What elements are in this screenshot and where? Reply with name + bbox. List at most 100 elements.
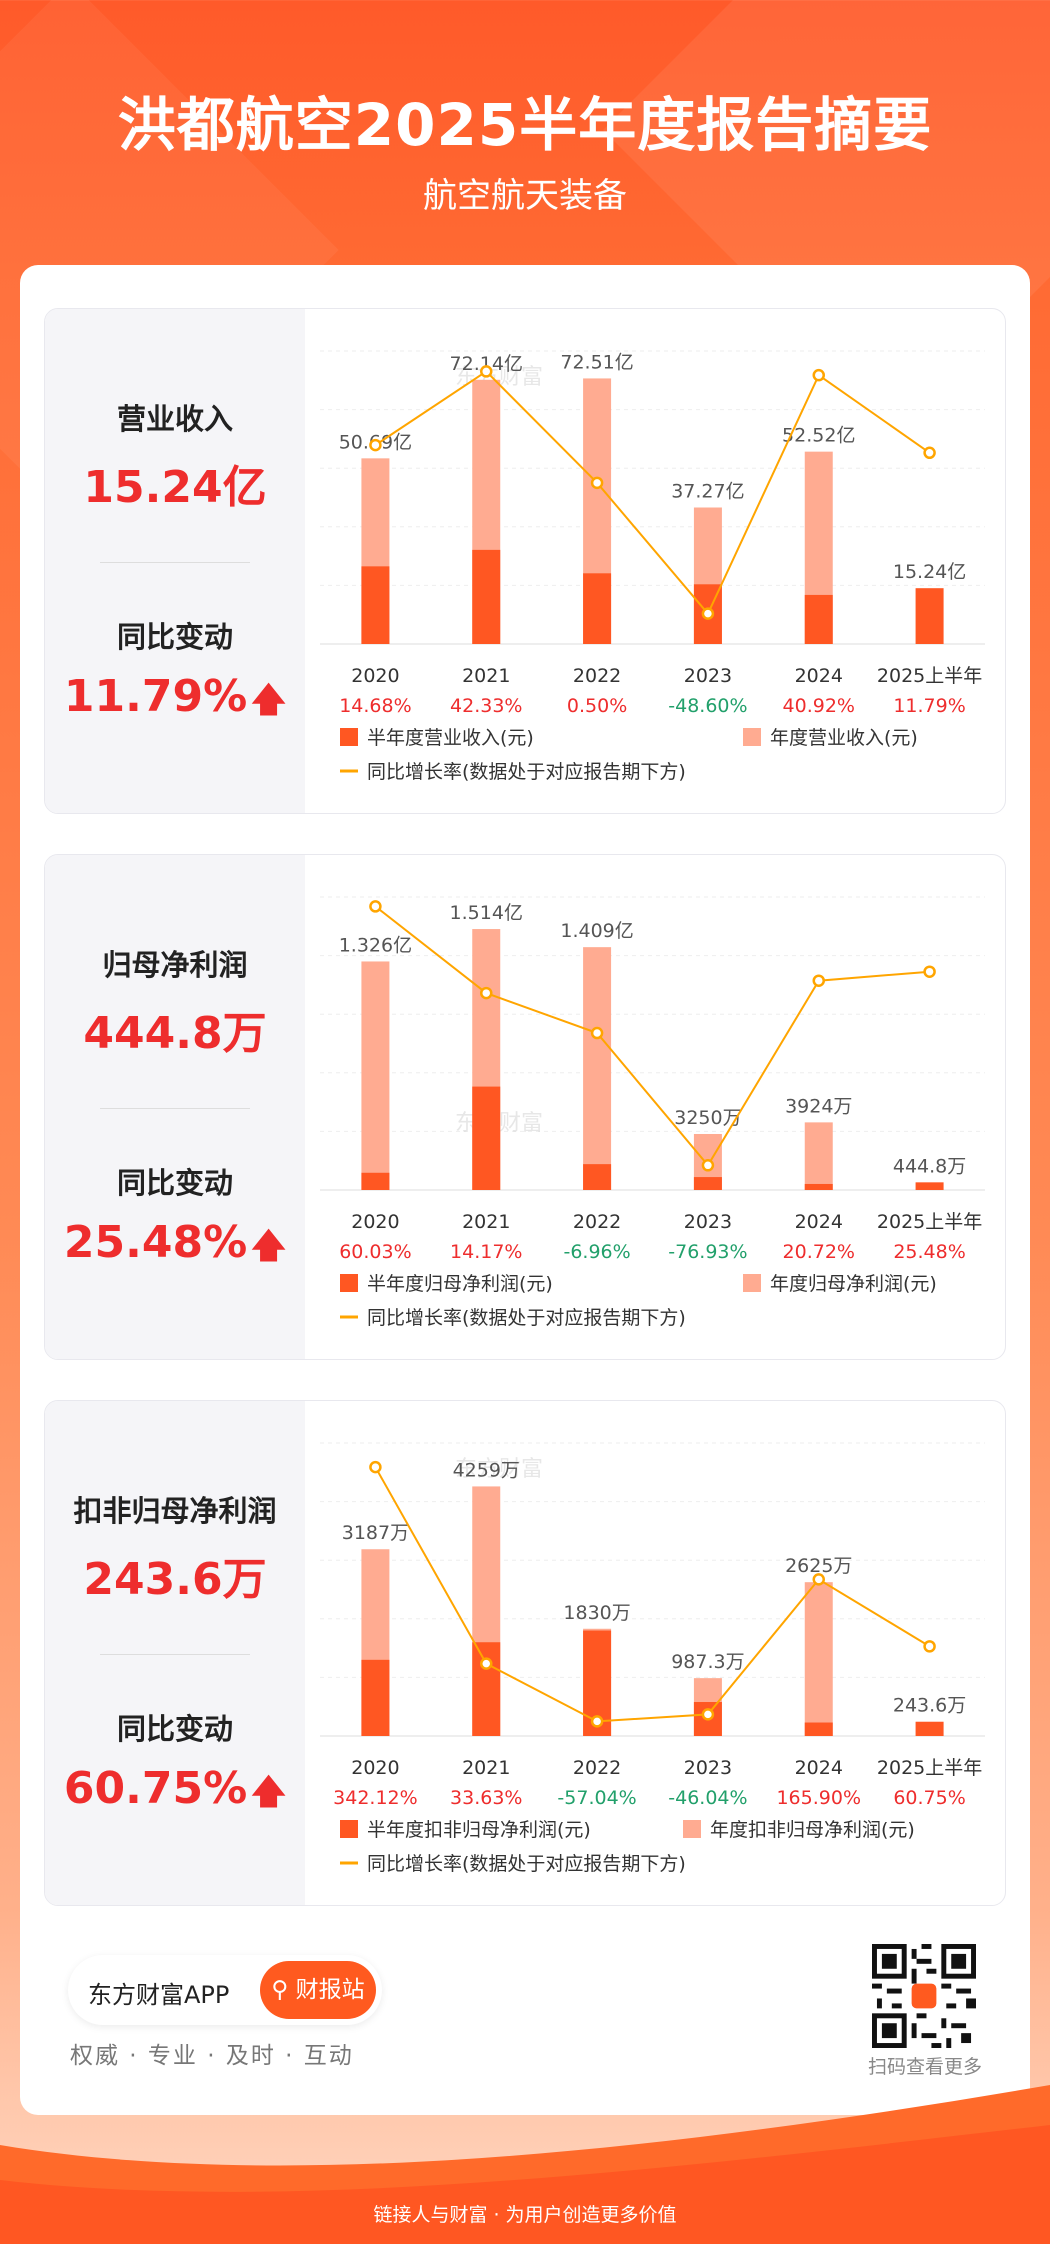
metric-value: 444.8万 xyxy=(83,1008,267,1059)
half-year-bar xyxy=(915,1721,944,1736)
change-label: 同比变动 xyxy=(116,620,233,654)
growth-rate-label: -46.04% xyxy=(668,1787,747,1809)
arrow-up-icon: 🡅 xyxy=(251,680,287,720)
bar-value-label: 243.6万 xyxy=(893,1695,966,1717)
bar-value-label: 4259万 xyxy=(453,1459,520,1481)
bar-value-label: 3250万 xyxy=(674,1107,741,1129)
arrow-up-icon: 🡅 xyxy=(251,1772,287,1812)
change-label: 同比变动 xyxy=(116,1166,233,1200)
bottom-wave xyxy=(0,2085,1050,2244)
x-tick-label: 2022 xyxy=(573,665,621,687)
growth-rate-label: -6.96% xyxy=(563,1241,630,1263)
change-label: 同比变动 xyxy=(116,1712,233,1746)
legend-half-swatch xyxy=(340,1274,358,1292)
x-tick-label: 2023 xyxy=(684,1757,732,1779)
header: 洪都航空2025半年度报告摘要 航空航天装备 xyxy=(0,0,1050,519)
bar-value-label: 2625万 xyxy=(785,1555,852,1577)
legend-annual-swatch xyxy=(683,1820,701,1838)
growth-point xyxy=(923,446,936,460)
growth-point xyxy=(590,1026,604,1040)
growth-rate-label: -76.93% xyxy=(668,1241,747,1263)
growth-point xyxy=(369,1460,382,1474)
growth-rate-label: 165.90% xyxy=(776,1787,861,1809)
bar-value-label: 1.514亿 xyxy=(450,902,523,924)
x-tick-label: 2021 xyxy=(462,1211,510,1233)
change-value: 11.79% xyxy=(63,671,248,722)
growth-rate-label: 14.17% xyxy=(450,1241,522,1263)
growth-line xyxy=(374,370,931,616)
half-year-bar xyxy=(693,1177,722,1190)
annual-bar xyxy=(804,1122,833,1190)
revenue-chart: 东方财富50.69亿202014.68%72.14亿202142.33%72.5… xyxy=(320,350,985,783)
app-name: 东方财富APP xyxy=(88,1981,230,2009)
qr-code-icon[interactable] xyxy=(872,1944,976,2048)
growth-line xyxy=(374,905,930,1168)
revenue-panel: 营业收入 15.24亿 同比变动 11.79%🡅 东方财富50.69亿20201… xyxy=(44,308,1006,814)
half-year-bar xyxy=(361,1172,390,1190)
legend-half-swatch xyxy=(340,728,358,746)
growth-point xyxy=(923,965,936,978)
legend-annual-label: 年度营业收入(元) xyxy=(770,727,918,749)
x-tick-label: 2025上半年 xyxy=(877,665,982,687)
growth-point xyxy=(480,365,493,378)
slogan: 权威 · 专业 · 及时 · 互动 xyxy=(70,2043,354,2069)
growth-rate-label: -57.04% xyxy=(557,1787,636,1809)
x-tick-label: 2021 xyxy=(462,1757,510,1779)
metric-column: 扣非归母净利润 243.6万 同比变动 60.75% 🡅 xyxy=(45,1401,305,1905)
button-label: 财报站 xyxy=(295,1977,365,2003)
half-year-bar xyxy=(361,1659,390,1736)
change-value-wrap: 60.75% 🡅 xyxy=(45,1763,305,1825)
growth-rate-label: 40.92% xyxy=(783,695,855,717)
metric-label: 归母净利润 xyxy=(102,948,248,982)
x-tick-label: 2024 xyxy=(795,1211,843,1233)
bar-value-label: 444.8万 xyxy=(893,1155,966,1177)
report-station-button[interactable]: ⚲ 财报站 xyxy=(260,1961,376,2019)
growth-point xyxy=(812,974,825,987)
growth-rate-label: 14.68% xyxy=(339,695,411,717)
half-year-bar xyxy=(804,594,833,644)
growth-point xyxy=(701,607,715,620)
growth-point xyxy=(701,1159,715,1172)
growth-point xyxy=(480,986,493,1000)
half-year-bar xyxy=(583,573,612,644)
deducted-profit-chart: 东方财富 3187万 2020 342.12% 4259万 2021 33.63% 1830万… xyxy=(320,1442,985,1875)
growth-point xyxy=(701,1708,715,1721)
x-tick-label: 2023 xyxy=(684,665,732,687)
legend-line-label: 同比增长率(数据处于对应报告期下方) xyxy=(367,1307,686,1329)
legend-half-label: 半年度归母净利润(元) xyxy=(367,1273,553,1295)
legend-annual-label: 年度扣非归母净利润(元) xyxy=(710,1819,915,1841)
x-tick-label: 2025上半年 xyxy=(877,1757,982,1779)
search-icon: ⚲ xyxy=(271,1977,289,2003)
growth-point xyxy=(923,1640,936,1653)
bar-value-label: 1.409亿 xyxy=(560,920,633,942)
x-tick-label: 2024 xyxy=(795,1757,843,1779)
x-tick-label: 2020 xyxy=(351,665,399,687)
growth-point xyxy=(590,1715,604,1728)
growth-rate-label: 25.48% xyxy=(893,1241,965,1263)
growth-point xyxy=(369,438,382,452)
growth-point xyxy=(812,1573,825,1586)
x-tick-label: 2020 xyxy=(351,1211,399,1233)
bar-value-label: 72.51亿 xyxy=(560,351,633,373)
qr-label: 扫码查看更多 xyxy=(867,2056,982,2078)
bar-value-label: 1.326亿 xyxy=(339,934,412,956)
legend-annual-label: 年度归母净利润(元) xyxy=(770,1273,937,1295)
half-year-bar xyxy=(472,549,501,644)
annual-bar xyxy=(361,961,390,1190)
net-profit-chart: 东方财富1.326亿202060.03%1.514亿202114.17%1.40… xyxy=(320,896,985,1329)
bar-value-label: 72.14亿 xyxy=(450,353,523,375)
growth-point xyxy=(590,476,604,490)
growth-rate-label: 42.33% xyxy=(450,695,522,717)
bar-value-label: 15.24亿 xyxy=(893,561,966,583)
half-year-bar xyxy=(472,1086,501,1190)
app-badge[interactable]: 东方财富APP ⚲ 财报站 xyxy=(68,1955,382,2025)
growth-rate-label: 0.50% xyxy=(567,695,627,717)
growth-point xyxy=(480,1657,493,1670)
divider xyxy=(100,1108,250,1109)
x-tick-label: 2020 xyxy=(351,1757,399,1779)
half-year-bar xyxy=(804,1183,833,1190)
x-tick-label: 2022 xyxy=(573,1757,621,1779)
x-tick-label: 2022 xyxy=(573,1211,621,1233)
page-title: 洪都航空2025半年度报告摘要 xyxy=(117,91,933,159)
change-value: 25.48% xyxy=(63,1217,248,1268)
